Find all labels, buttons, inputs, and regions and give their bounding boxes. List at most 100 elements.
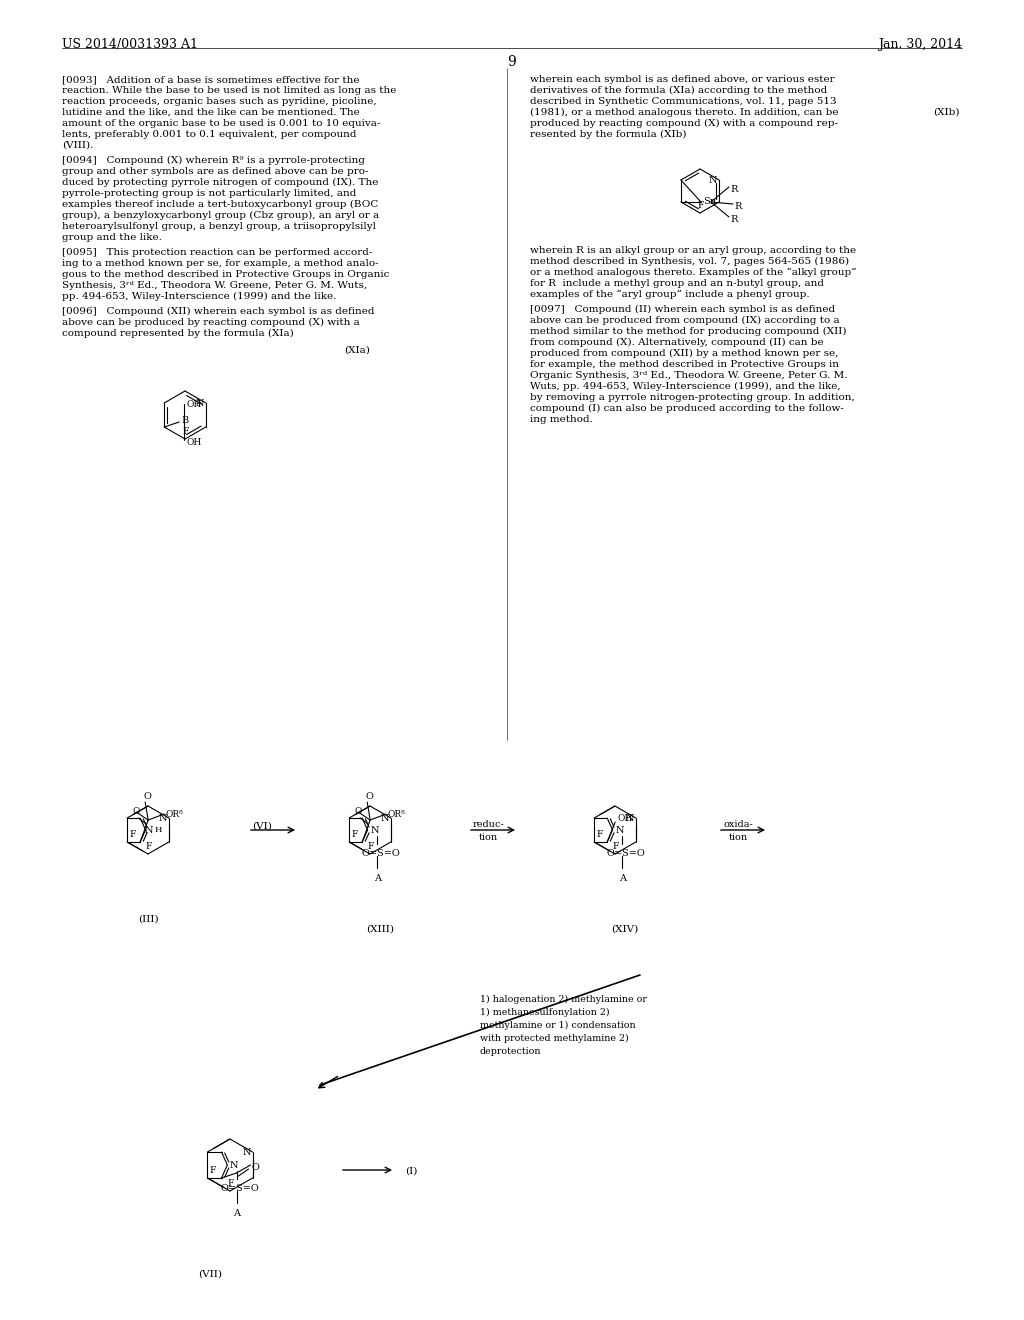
Text: examples of the “aryl group” include a phenyl group.: examples of the “aryl group” include a p…: [530, 290, 810, 300]
Text: amount of the organic base to be used is 0.001 to 10 equiva-: amount of the organic base to be used is…: [62, 119, 380, 128]
Text: N: N: [144, 826, 153, 836]
Text: [0094]   Compound (X) wherein R⁹ is a pyrrole-protecting: [0094] Compound (X) wherein R⁹ is a pyrr…: [62, 156, 365, 165]
Text: above can be produced from compound (IX) according to a: above can be produced from compound (IX)…: [530, 315, 840, 325]
Text: produced by reacting compound (X) with a compound rep-: produced by reacting compound (X) with a…: [530, 119, 838, 128]
Text: methylamine or 1) condensation: methylamine or 1) condensation: [480, 1020, 636, 1030]
Text: N: N: [615, 826, 624, 836]
Text: tion: tion: [728, 833, 748, 842]
Text: group and the like.: group and the like.: [62, 234, 162, 242]
Text: R: R: [730, 215, 737, 224]
Text: Organic Synthesis, 3ʳᵈ Ed., Theodora W. Greene, Peter G. M.: Organic Synthesis, 3ʳᵈ Ed., Theodora W. …: [530, 371, 848, 380]
Text: (I): (I): [406, 1167, 418, 1176]
Text: described in Synthetic Communications, vol. 11, page 513: described in Synthetic Communications, v…: [530, 96, 837, 106]
Text: heteroarylsulfonyl group, a benzyl group, a triisopropylsilyl: heteroarylsulfonyl group, a benzyl group…: [62, 222, 376, 231]
Text: N: N: [626, 814, 634, 822]
Text: produced from compound (XII) by a method known per se,: produced from compound (XII) by a method…: [530, 348, 839, 358]
Text: O: O: [132, 807, 139, 816]
Text: O=S=O: O=S=O: [606, 849, 645, 858]
Text: reaction. While the base to be used is not limited as long as the: reaction. While the base to be used is n…: [62, 86, 396, 95]
Text: compound represented by the formula (XIa): compound represented by the formula (XIa…: [62, 329, 294, 338]
Text: R: R: [734, 202, 741, 211]
Text: oxida-: oxida-: [723, 820, 753, 829]
Text: O=S=O: O=S=O: [361, 849, 400, 858]
Text: B: B: [181, 416, 188, 425]
Text: A: A: [620, 874, 626, 883]
Text: reaction proceeds, organic bases such as pyridine, picoline,: reaction proceeds, organic bases such as…: [62, 96, 377, 106]
Text: N: N: [196, 399, 204, 408]
Text: OR⁸: OR⁸: [165, 810, 183, 818]
Text: 1) halogenation 2) methylamine or: 1) halogenation 2) methylamine or: [480, 995, 647, 1005]
Text: method described in Synthesis, vol. 7, pages 564-565 (1986): method described in Synthesis, vol. 7, p…: [530, 257, 849, 267]
Text: Jan. 30, 2014: Jan. 30, 2014: [878, 38, 962, 51]
Text: pp. 494-653, Wiley-Interscience (1999) and the like.: pp. 494-653, Wiley-Interscience (1999) a…: [62, 292, 336, 301]
Text: F: F: [182, 426, 188, 436]
Text: with protected methylamine 2): with protected methylamine 2): [480, 1034, 629, 1043]
Text: N: N: [159, 814, 167, 822]
Text: O: O: [143, 792, 152, 801]
Text: wherein R is an alkyl group or an aryl group, according to the: wherein R is an alkyl group or an aryl g…: [530, 246, 856, 255]
Text: examples thereof include a tert-butoxycarbonyl group (BOC: examples thereof include a tert-butoxyca…: [62, 201, 379, 209]
Text: by removing a pyrrole nitrogen-protecting group. In addition,: by removing a pyrrole nitrogen-protectin…: [530, 393, 855, 403]
Text: F: F: [367, 842, 374, 851]
Text: OR⁸: OR⁸: [387, 810, 404, 818]
Text: pyrrole-protecting group is not particularly limited, and: pyrrole-protecting group is not particul…: [62, 189, 356, 198]
Text: (XIb): (XIb): [934, 108, 961, 117]
Text: OH: OH: [186, 438, 202, 447]
Text: US 2014/0031393 A1: US 2014/0031393 A1: [62, 38, 198, 51]
Text: resented by the formula (XIb): resented by the formula (XIb): [530, 129, 686, 139]
Text: (III): (III): [137, 915, 159, 924]
Text: compound (I) can also be produced according to the follow-: compound (I) can also be produced accord…: [530, 404, 844, 413]
Text: (XIV): (XIV): [611, 925, 639, 935]
Text: N: N: [381, 814, 389, 822]
Text: F: F: [129, 830, 135, 840]
Text: or a method analogous thereto. Examples of the “alkyl group”: or a method analogous thereto. Examples …: [530, 268, 857, 277]
Text: Synthesis, 3ʳᵈ Ed., Theodora W. Greene, Peter G. M. Wuts,: Synthesis, 3ʳᵈ Ed., Theodora W. Greene, …: [62, 281, 368, 290]
Text: (1981), or a method analogous thereto. In addition, can be: (1981), or a method analogous thereto. I…: [530, 108, 839, 117]
Text: N: N: [229, 1162, 238, 1170]
Text: 9: 9: [508, 55, 516, 69]
Text: derivatives of the formula (XIa) according to the method: derivatives of the formula (XIa) accordi…: [530, 86, 827, 95]
Text: lutidine and the like, and the like can be mentioned. The: lutidine and the like, and the like can …: [62, 108, 359, 117]
Text: N: N: [370, 826, 379, 836]
Text: deprotection: deprotection: [480, 1047, 542, 1056]
Text: (VIII).: (VIII).: [62, 141, 93, 150]
Text: OH: OH: [186, 400, 202, 409]
Text: OH: OH: [617, 814, 633, 822]
Text: for R  include a methyl group and an n-butyl group, and: for R include a methyl group and an n-bu…: [530, 279, 824, 288]
Text: N: N: [243, 1148, 251, 1158]
Text: reduc-: reduc-: [472, 820, 504, 829]
Text: ing method.: ing method.: [530, 414, 593, 424]
Text: F: F: [351, 830, 357, 840]
Text: Wuts, pp. 494-653, Wiley-Interscience (1999), and the like,: Wuts, pp. 494-653, Wiley-Interscience (1…: [530, 381, 841, 391]
Text: group and other symbols are as defined above can be pro-: group and other symbols are as defined a…: [62, 168, 369, 176]
Text: F: F: [145, 842, 152, 851]
Text: R: R: [730, 185, 737, 194]
Text: F: F: [596, 830, 602, 840]
Text: [0096]   Compound (XII) wherein each symbol is as defined: [0096] Compound (XII) wherein each symbo…: [62, 308, 375, 315]
Text: [0093]   Addition of a base is sometimes effective for the: [0093] Addition of a base is sometimes e…: [62, 75, 359, 84]
Text: for example, the method described in Protective Groups in: for example, the method described in Pro…: [530, 360, 839, 370]
Text: O: O: [252, 1163, 259, 1172]
Text: F: F: [210, 1166, 216, 1175]
Text: from compound (X). Alternatively, compound (II) can be: from compound (X). Alternatively, compou…: [530, 338, 823, 347]
Text: F: F: [227, 1179, 233, 1188]
Text: tion: tion: [478, 833, 498, 842]
Text: [0095]   This protection reaction can be performed accord-: [0095] This protection reaction can be p…: [62, 248, 373, 257]
Text: Sn: Sn: [702, 197, 716, 206]
Text: (XIa): (XIa): [344, 346, 370, 355]
Text: A: A: [233, 1209, 241, 1218]
Text: duced by protecting pyrrole nitrogen of compound (IX). The: duced by protecting pyrrole nitrogen of …: [62, 178, 379, 187]
Text: gous to the method described in Protective Groups in Organic: gous to the method described in Protecti…: [62, 271, 389, 279]
Text: O: O: [366, 792, 373, 801]
Text: [0097]   Compound (II) wherein each symbol is as defined: [0097] Compound (II) wherein each symbol…: [530, 305, 836, 314]
Text: ing to a method known per se, for example, a method analo-: ing to a method known per se, for exampl…: [62, 259, 379, 268]
Text: O: O: [354, 807, 361, 816]
Text: N: N: [709, 176, 718, 185]
Text: group), a benzyloxycarbonyl group (Cbz group), an aryl or a: group), a benzyloxycarbonyl group (Cbz g…: [62, 211, 379, 220]
Text: above can be produced by reacting compound (X) with a: above can be produced by reacting compou…: [62, 318, 359, 327]
Text: H: H: [155, 826, 162, 834]
Text: F: F: [697, 201, 703, 210]
Text: lents, preferably 0.001 to 0.1 equivalent, per compound: lents, preferably 0.001 to 0.1 equivalen…: [62, 129, 356, 139]
Text: O=S=O: O=S=O: [220, 1184, 259, 1193]
Text: (VII): (VII): [198, 1270, 222, 1279]
